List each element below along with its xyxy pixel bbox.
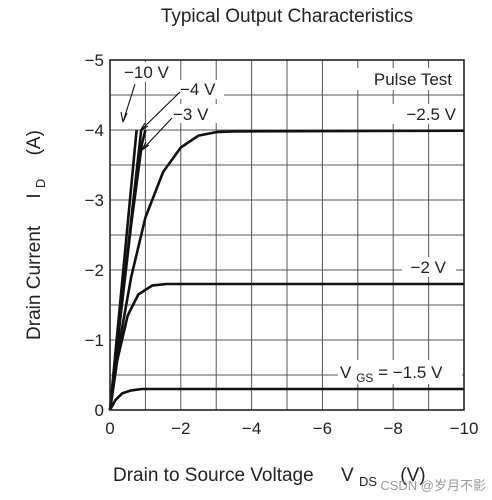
y-tick-label: −3: [85, 191, 104, 210]
x-axis-label: Drain to Source Voltage V DS (V): [113, 465, 426, 491]
vgs-sub: GS: [356, 371, 373, 385]
label-neg4-backdrop: [178, 80, 224, 99]
vgs-symbol: V: [340, 363, 352, 382]
label-neg2-backdrop: [402, 257, 456, 277]
y-tick-label: −1: [85, 331, 104, 350]
x-axis-label-sub: DS: [359, 474, 377, 489]
label-neg10-backdrop: [122, 62, 180, 82]
curve-series-4: [108, 282, 464, 411]
label-vgs-neg1-5: V GS = −1.5 V: [340, 363, 443, 386]
y-axis-label: Drain Current I D (A): [24, 130, 50, 340]
y-axis-label-text: Drain Current: [24, 225, 45, 340]
y-axis-label-unit: (A): [24, 130, 45, 155]
label-neg3-backdrop: [171, 104, 217, 123]
pulse-test-backdrop: [354, 68, 456, 90]
leader-neg3: [141, 117, 173, 151]
y-tick-label: −4: [85, 121, 104, 140]
axis-ticks: 0 −2 −4 −6 −8 −10 0 −1 −2 −3 −4 −5: [85, 51, 479, 438]
label-vgs-neg3: −3 V: [173, 105, 209, 124]
x-tick-label: 0: [105, 419, 114, 438]
curve-series-3: [108, 129, 465, 411]
plot-frame: [109, 59, 465, 411]
label-vgs-neg2: −2 V: [411, 258, 447, 277]
label-vgs-neg10: −10 V: [124, 63, 170, 82]
leader-neg4: [139, 91, 181, 132]
vgs-value: = −1.5 V: [378, 363, 443, 382]
y-tick-label: −5: [85, 51, 104, 70]
pulse-test-label: Pulse Test: [374, 70, 452, 89]
x-axis-label-unit: (V): [400, 465, 425, 486]
label-neg25-backdrop: [392, 104, 458, 124]
y-tick-label: 0: [95, 401, 104, 420]
x-tick-label: −10: [450, 419, 479, 438]
chart-title: Typical Output Characteristics: [161, 6, 413, 27]
x-axis-label-symbol: V: [341, 465, 354, 486]
label-vgs-neg2-5: −2.5 V: [406, 105, 456, 124]
y-axis-label-sub: D: [33, 179, 48, 188]
curve-series-2: [108, 129, 147, 411]
label-vgs-neg4: −4 V: [180, 80, 216, 99]
curves: [108, 129, 465, 411]
x-tick-label: −2: [171, 419, 190, 438]
x-tick-label: −4: [242, 419, 261, 438]
watermark: CSDN @岁月不影: [380, 478, 486, 493]
x-axis-label-text: Drain to Source Voltage: [113, 465, 314, 486]
x-tick-label: −6: [313, 419, 332, 438]
y-tick-label: −2: [85, 261, 104, 280]
label-vgs-backdrop: [338, 360, 462, 384]
curve-series-5: [108, 387, 464, 411]
x-tick-label: −8: [384, 419, 403, 438]
y-axis-label-symbol: I: [24, 193, 45, 198]
leader-neg10: [120, 83, 136, 123]
